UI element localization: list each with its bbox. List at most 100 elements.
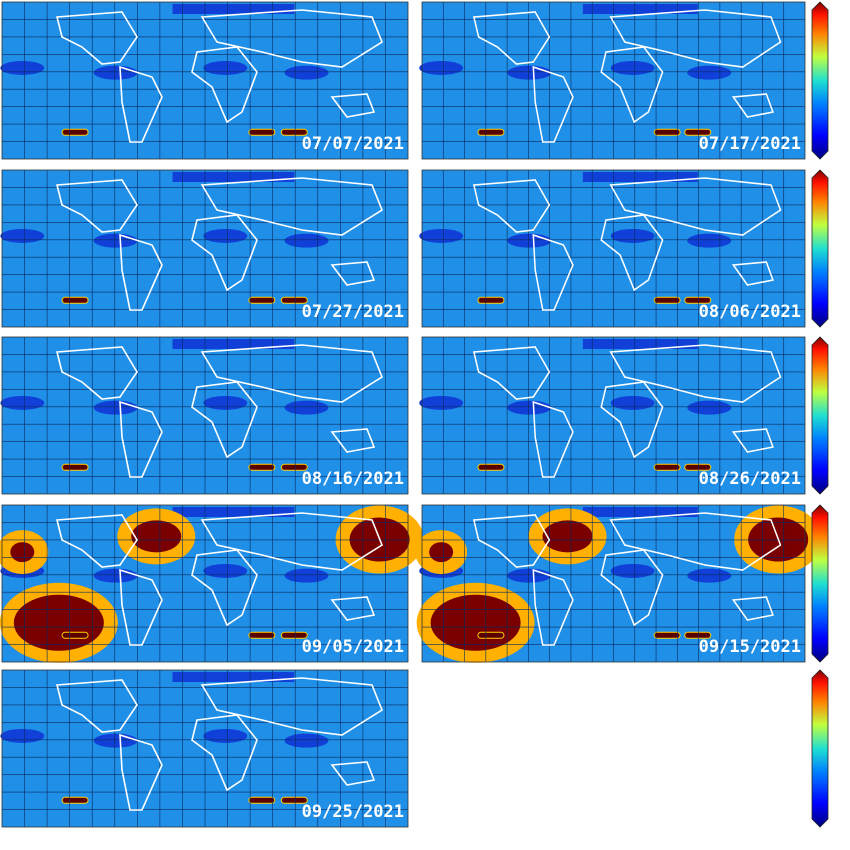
colorbar xyxy=(811,669,829,828)
polar-band xyxy=(582,507,698,517)
date-label: 07/17/2021 xyxy=(699,134,801,154)
streak xyxy=(248,796,276,804)
panel-frame xyxy=(1,169,409,328)
streak xyxy=(684,296,712,304)
streak xyxy=(684,128,712,136)
coastline xyxy=(600,549,664,627)
low-band xyxy=(687,233,732,248)
date-label: 09/05/2021 xyxy=(302,637,404,657)
coastline xyxy=(532,233,574,311)
polar-band xyxy=(172,172,295,182)
panel-frame xyxy=(421,1,806,160)
coastline xyxy=(200,9,383,68)
low-band xyxy=(93,400,138,415)
coastline xyxy=(191,381,258,459)
polar-band xyxy=(582,4,698,14)
low-band xyxy=(203,395,248,410)
low-band xyxy=(610,563,655,578)
streak xyxy=(477,463,505,471)
streak xyxy=(280,631,308,639)
coastline xyxy=(609,9,782,68)
streak xyxy=(61,296,89,304)
coastline xyxy=(119,233,163,311)
low-band xyxy=(507,568,552,583)
polar-band xyxy=(582,339,698,349)
coastline xyxy=(330,261,376,286)
low-band xyxy=(203,563,248,578)
coastline xyxy=(731,261,774,286)
date-label: 09/25/2021 xyxy=(302,802,404,822)
low-band xyxy=(687,568,732,583)
coastline xyxy=(330,428,376,453)
low-band xyxy=(0,395,45,410)
streak xyxy=(280,296,308,304)
low-band xyxy=(93,65,138,80)
low-band xyxy=(284,400,329,415)
low-band xyxy=(419,395,464,410)
low-band xyxy=(610,228,655,243)
low-band xyxy=(284,568,329,583)
panel-frame xyxy=(1,1,409,160)
streak xyxy=(653,463,681,471)
streak xyxy=(61,631,89,639)
coastline xyxy=(55,679,138,733)
coastline xyxy=(532,400,574,478)
low-band xyxy=(284,65,329,80)
streak xyxy=(61,128,89,136)
streak xyxy=(653,296,681,304)
low-band xyxy=(93,568,138,583)
map-panel: 08/26/2021 xyxy=(419,336,806,495)
streak xyxy=(280,796,308,804)
streak xyxy=(653,631,681,639)
low-band xyxy=(419,60,464,75)
colorbar xyxy=(811,336,829,495)
coastline xyxy=(119,568,163,646)
coastline xyxy=(609,344,782,403)
date-label: 09/15/2021 xyxy=(699,637,801,657)
coastline xyxy=(200,177,383,236)
low-band xyxy=(0,728,45,743)
panel-frame xyxy=(421,504,806,663)
map-panel: 08/16/2021 xyxy=(0,336,409,495)
panel-frame xyxy=(421,169,806,328)
streak xyxy=(477,128,505,136)
streak xyxy=(248,128,276,136)
map-panel: 08/06/2021 xyxy=(419,169,806,328)
coastline xyxy=(55,346,138,400)
polar-band xyxy=(582,172,698,182)
coastline xyxy=(330,761,376,786)
date-label: 07/27/2021 xyxy=(302,302,404,322)
streak xyxy=(248,296,276,304)
low-band xyxy=(284,233,329,248)
coastline xyxy=(191,549,258,627)
high-core xyxy=(13,594,104,651)
date-label: 07/07/2021 xyxy=(302,134,404,154)
colorbar xyxy=(811,169,829,328)
coastline xyxy=(200,677,383,736)
polar-band xyxy=(172,507,295,517)
coastline xyxy=(472,179,551,233)
coastline xyxy=(330,93,376,118)
coastline xyxy=(731,428,774,453)
coastline xyxy=(55,514,138,568)
coastline xyxy=(600,381,664,459)
streak xyxy=(61,796,89,804)
low-band xyxy=(203,728,248,743)
map-panel: 07/07/2021 xyxy=(0,1,409,160)
coastline xyxy=(731,93,774,118)
low-band xyxy=(93,733,138,748)
low-band xyxy=(0,228,45,243)
low-band xyxy=(203,60,248,75)
coastline xyxy=(609,512,782,571)
coastline xyxy=(200,344,383,403)
map-panel: 09/25/2021 xyxy=(0,669,409,828)
streak xyxy=(248,631,276,639)
map-panel: 07/27/2021 xyxy=(0,169,409,328)
low-band xyxy=(507,65,552,80)
coastline xyxy=(472,346,551,400)
streak xyxy=(653,128,681,136)
streak xyxy=(61,463,89,471)
low-band xyxy=(0,60,45,75)
